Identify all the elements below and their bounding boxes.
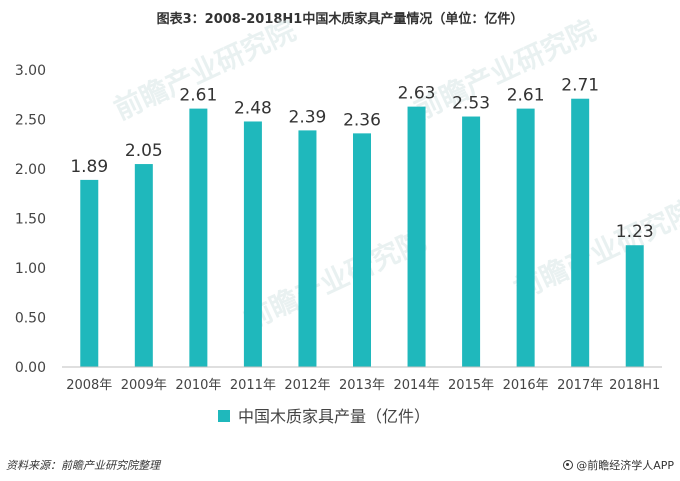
data-label: 2.63 — [398, 84, 436, 104]
brand-credit: @前瞻经济学人APP — [563, 457, 674, 473]
x-tick-label: 2015年 — [448, 378, 494, 393]
legend-swatch — [218, 410, 230, 422]
bar — [353, 133, 371, 367]
brand-label: @前瞻经济学人APP — [576, 459, 674, 472]
bar — [571, 98, 590, 368]
x-tick-label: 2009年 — [121, 378, 167, 393]
bar — [407, 106, 426, 367]
y-tick-label: 0.00 — [15, 360, 46, 376]
data-label: 2.61 — [507, 86, 545, 106]
x-tick-label: 2017年 — [557, 378, 603, 393]
bar — [243, 121, 262, 367]
legend-label: 中国木质家具产量（亿件） — [238, 407, 430, 426]
watermark-text: 前瞻产业研究院 — [239, 224, 431, 337]
data-label: 2.71 — [561, 76, 599, 96]
y-tick-label: 2.00 — [15, 162, 46, 178]
bar — [134, 164, 153, 367]
source-note: 资料来源：前瞻产业研究院整理 — [6, 459, 160, 472]
watermark-text: 前瞻产业研究院 — [509, 194, 680, 307]
y-tick-label: 0.50 — [15, 311, 46, 327]
brand-logo-icon — [563, 460, 574, 470]
x-tick-label: 2013年 — [339, 378, 385, 393]
data-label: 1.23 — [616, 222, 654, 242]
x-tick-label: 2016年 — [503, 378, 549, 393]
data-label: 2.48 — [234, 98, 272, 118]
data-label: 2.36 — [343, 110, 381, 130]
bar — [462, 116, 481, 367]
x-tick-label: 2018H1 — [609, 378, 660, 393]
chart-title: 图表3：2008-2018H1中国木质家具产量情况（单位：亿件） — [156, 12, 524, 27]
y-tick-label: 1.50 — [15, 212, 46, 228]
y-tick-label: 3.00 — [15, 63, 46, 79]
bar — [625, 245, 644, 367]
data-label: 1.89 — [70, 157, 108, 177]
x-tick-label: 2010年 — [175, 378, 221, 393]
y-tick-label: 1.00 — [15, 261, 46, 277]
x-tick-label: 2008年 — [66, 378, 112, 393]
bar — [80, 179, 99, 367]
data-label: 2.53 — [452, 94, 490, 114]
data-label: 2.61 — [179, 86, 217, 106]
bar — [189, 108, 208, 368]
bar — [298, 130, 317, 367]
y-tick-label: 2.50 — [15, 113, 46, 129]
x-tick-label: 2011年 — [230, 378, 276, 393]
data-label: 2.39 — [289, 107, 327, 127]
data-label: 2.05 — [125, 141, 163, 161]
x-tick-label: 2012年 — [284, 378, 330, 393]
footer: 资料来源：前瞻产业研究院整理 @前瞻经济学人APP — [6, 457, 674, 475]
bar — [516, 108, 535, 368]
x-tick-label: 2014年 — [393, 378, 439, 393]
